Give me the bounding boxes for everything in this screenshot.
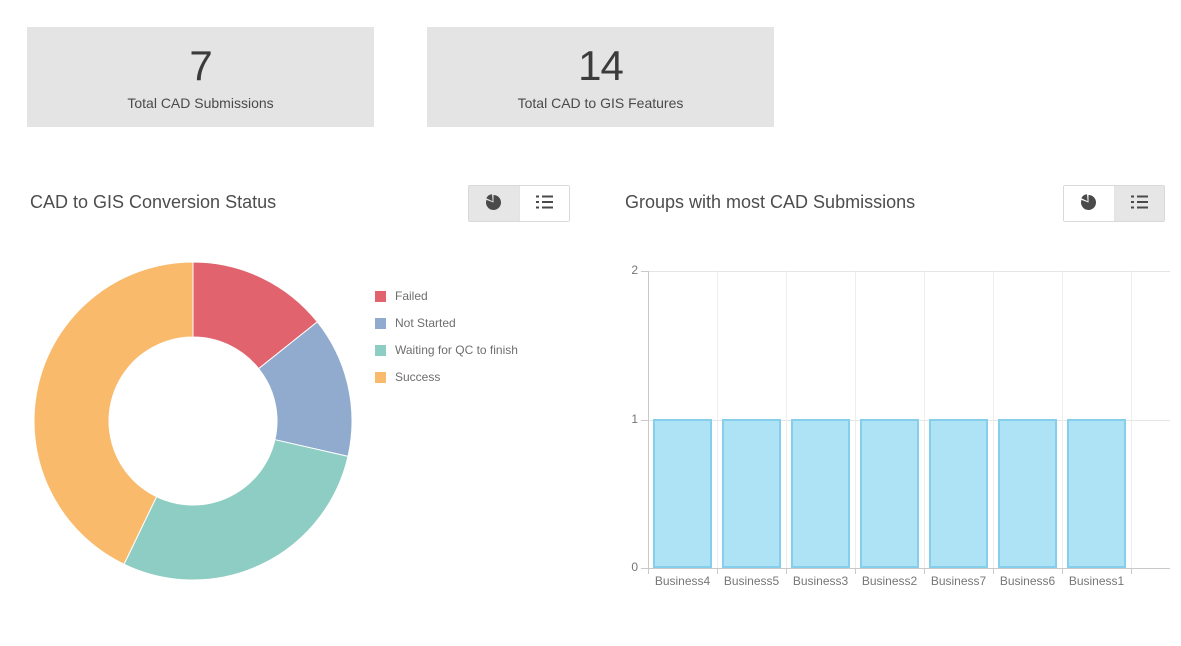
x-axis-tick [1062,569,1063,574]
bar-business2[interactable] [860,419,919,568]
x-axis-label: Business7 [930,574,987,588]
gridline-x [1062,271,1063,568]
legend-item-not-started[interactable]: Not Started [375,316,518,330]
y-axis-line [648,271,649,568]
x-axis-label: Business1 [1068,574,1125,588]
x-axis-label: Business4 [654,574,711,588]
x-axis-tick [1131,569,1132,574]
donut-slice-waiting-for-qc-to-finish[interactable] [123,439,349,581]
legend-label: Not Started [395,316,456,330]
pie-view-button[interactable] [1064,186,1114,221]
bar-business1[interactable] [1067,419,1126,568]
stat-label: Total CAD Submissions [127,95,274,112]
y-axis-tick [641,568,648,569]
x-axis-label: Business6 [999,574,1056,588]
y-axis-tick [641,420,648,421]
groups-chart-title: Groups with most CAD Submissions [625,192,916,212]
donut-slice-success[interactable] [33,261,194,565]
y-axis-label: 1 [631,412,638,426]
list-icon [1130,194,1149,213]
x-axis-tick [855,569,856,574]
list-view-button[interactable] [1113,186,1164,221]
gridline-x [1131,271,1132,568]
x-axis-line [648,568,1170,569]
pie-chart-icon [484,193,503,215]
y-axis-label: 0 [631,560,638,574]
x-axis-label: Business3 [792,574,849,588]
stat-value: 14 [578,41,624,89]
gridline-x [993,271,994,568]
list-view-button[interactable] [518,186,569,221]
x-axis-tick [993,569,994,574]
bar-business3[interactable] [791,419,850,568]
bar-business5[interactable] [722,419,781,568]
x-axis-label: Business5 [723,574,780,588]
y-axis-tick [641,271,648,272]
stat-card-total-cad-submissions: 7 Total CAD Submissions [27,27,374,127]
legend-swatch [375,317,386,329]
stat-card-total-cad-to-gis-features: 14 Total CAD to GIS Features [427,27,774,127]
legend-swatch [375,344,386,356]
y-axis-label: 2 [631,263,638,277]
gridline-x [786,271,787,568]
gridline-y-2 [648,271,1170,272]
gridline-x [717,271,718,568]
legend-label: Success [395,370,441,384]
legend-item-failed[interactable]: Failed [375,289,518,303]
legend-swatch [375,290,386,302]
x-axis-label: Business2 [861,574,918,588]
legend-item-waiting-for-qc-to-finish[interactable]: Waiting for QC to finish [375,343,518,357]
bar-business7[interactable] [929,419,988,568]
bar-business4[interactable] [653,419,712,568]
stat-value: 7 [189,41,212,89]
conversion-chart-title: CAD to GIS Conversion Status [30,192,277,212]
pie-chart-icon [1079,193,1098,215]
conversion-view-toggle [468,185,570,222]
gridline-x [855,271,856,568]
donut-chart [33,261,353,581]
x-axis-tick [648,569,649,574]
groups-view-toggle [1063,185,1165,222]
legend-label: Failed [395,289,428,303]
bar-business6[interactable] [998,419,1057,568]
legend-swatch [375,371,386,383]
legend-item-success[interactable]: Success [375,370,518,384]
list-icon [535,194,554,213]
legend-label: Waiting for QC to finish [395,343,518,357]
x-axis-tick [717,569,718,574]
pie-view-button[interactable] [469,186,519,221]
gridline-x [924,271,925,568]
x-axis-tick [786,569,787,574]
donut-legend: Failed Not Started Waiting for QC to finis… [375,289,518,397]
x-axis-tick [924,569,925,574]
stat-label: Total CAD to GIS Features [517,95,684,112]
